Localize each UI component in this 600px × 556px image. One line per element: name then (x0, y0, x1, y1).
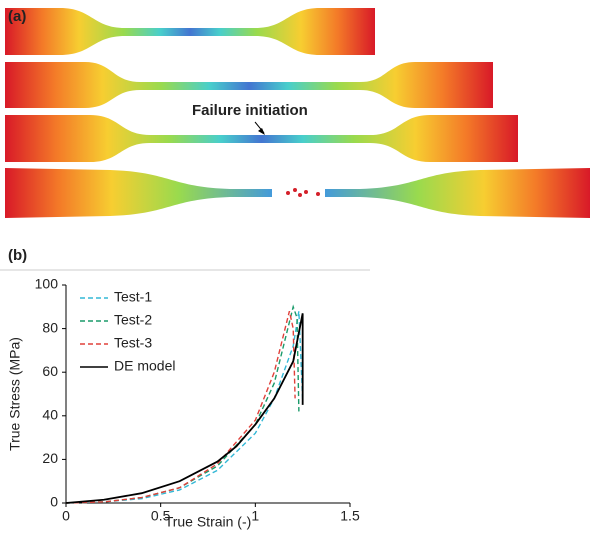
y-tick-label: 20 (42, 450, 58, 466)
y-axis-label: True Stress (MPa) (7, 337, 23, 451)
y-tick-label: 0 (50, 494, 58, 510)
x-axis-label: True Strain (-) (165, 514, 252, 530)
x-tick-label: 0.5 (151, 508, 171, 524)
fragment (316, 192, 320, 196)
legend-label: Test-2 (114, 312, 152, 328)
legend-label: Test-3 (114, 335, 152, 351)
y-tick-label: 100 (35, 276, 59, 292)
x-tick-label: 0 (62, 508, 70, 524)
series-line (65, 304, 300, 504)
specimens (5, 8, 590, 218)
specimen (5, 8, 375, 55)
fragment (293, 188, 297, 192)
specimen (325, 168, 590, 218)
fragment (298, 193, 302, 197)
specimen (5, 168, 272, 218)
fragment (286, 191, 290, 195)
fragment (304, 190, 308, 194)
x-tick-label: 1 (251, 508, 259, 524)
panel-label: (a) (8, 8, 26, 25)
y-tick-label: 80 (42, 319, 58, 335)
series-line (65, 313, 304, 504)
y-tick-label: 40 (42, 407, 58, 423)
panel-label: (b) (8, 247, 27, 264)
series-line (65, 310, 296, 504)
legend-label: Test-1 (114, 289, 152, 305)
x-tick-label: 1.5 (340, 508, 360, 524)
annotation: Failure initiation (192, 102, 308, 119)
y-tick-label: 60 (42, 363, 58, 379)
arrow-head (258, 128, 265, 135)
specimen (5, 115, 518, 162)
legend-label: DE model (114, 358, 175, 374)
specimen (5, 62, 493, 108)
